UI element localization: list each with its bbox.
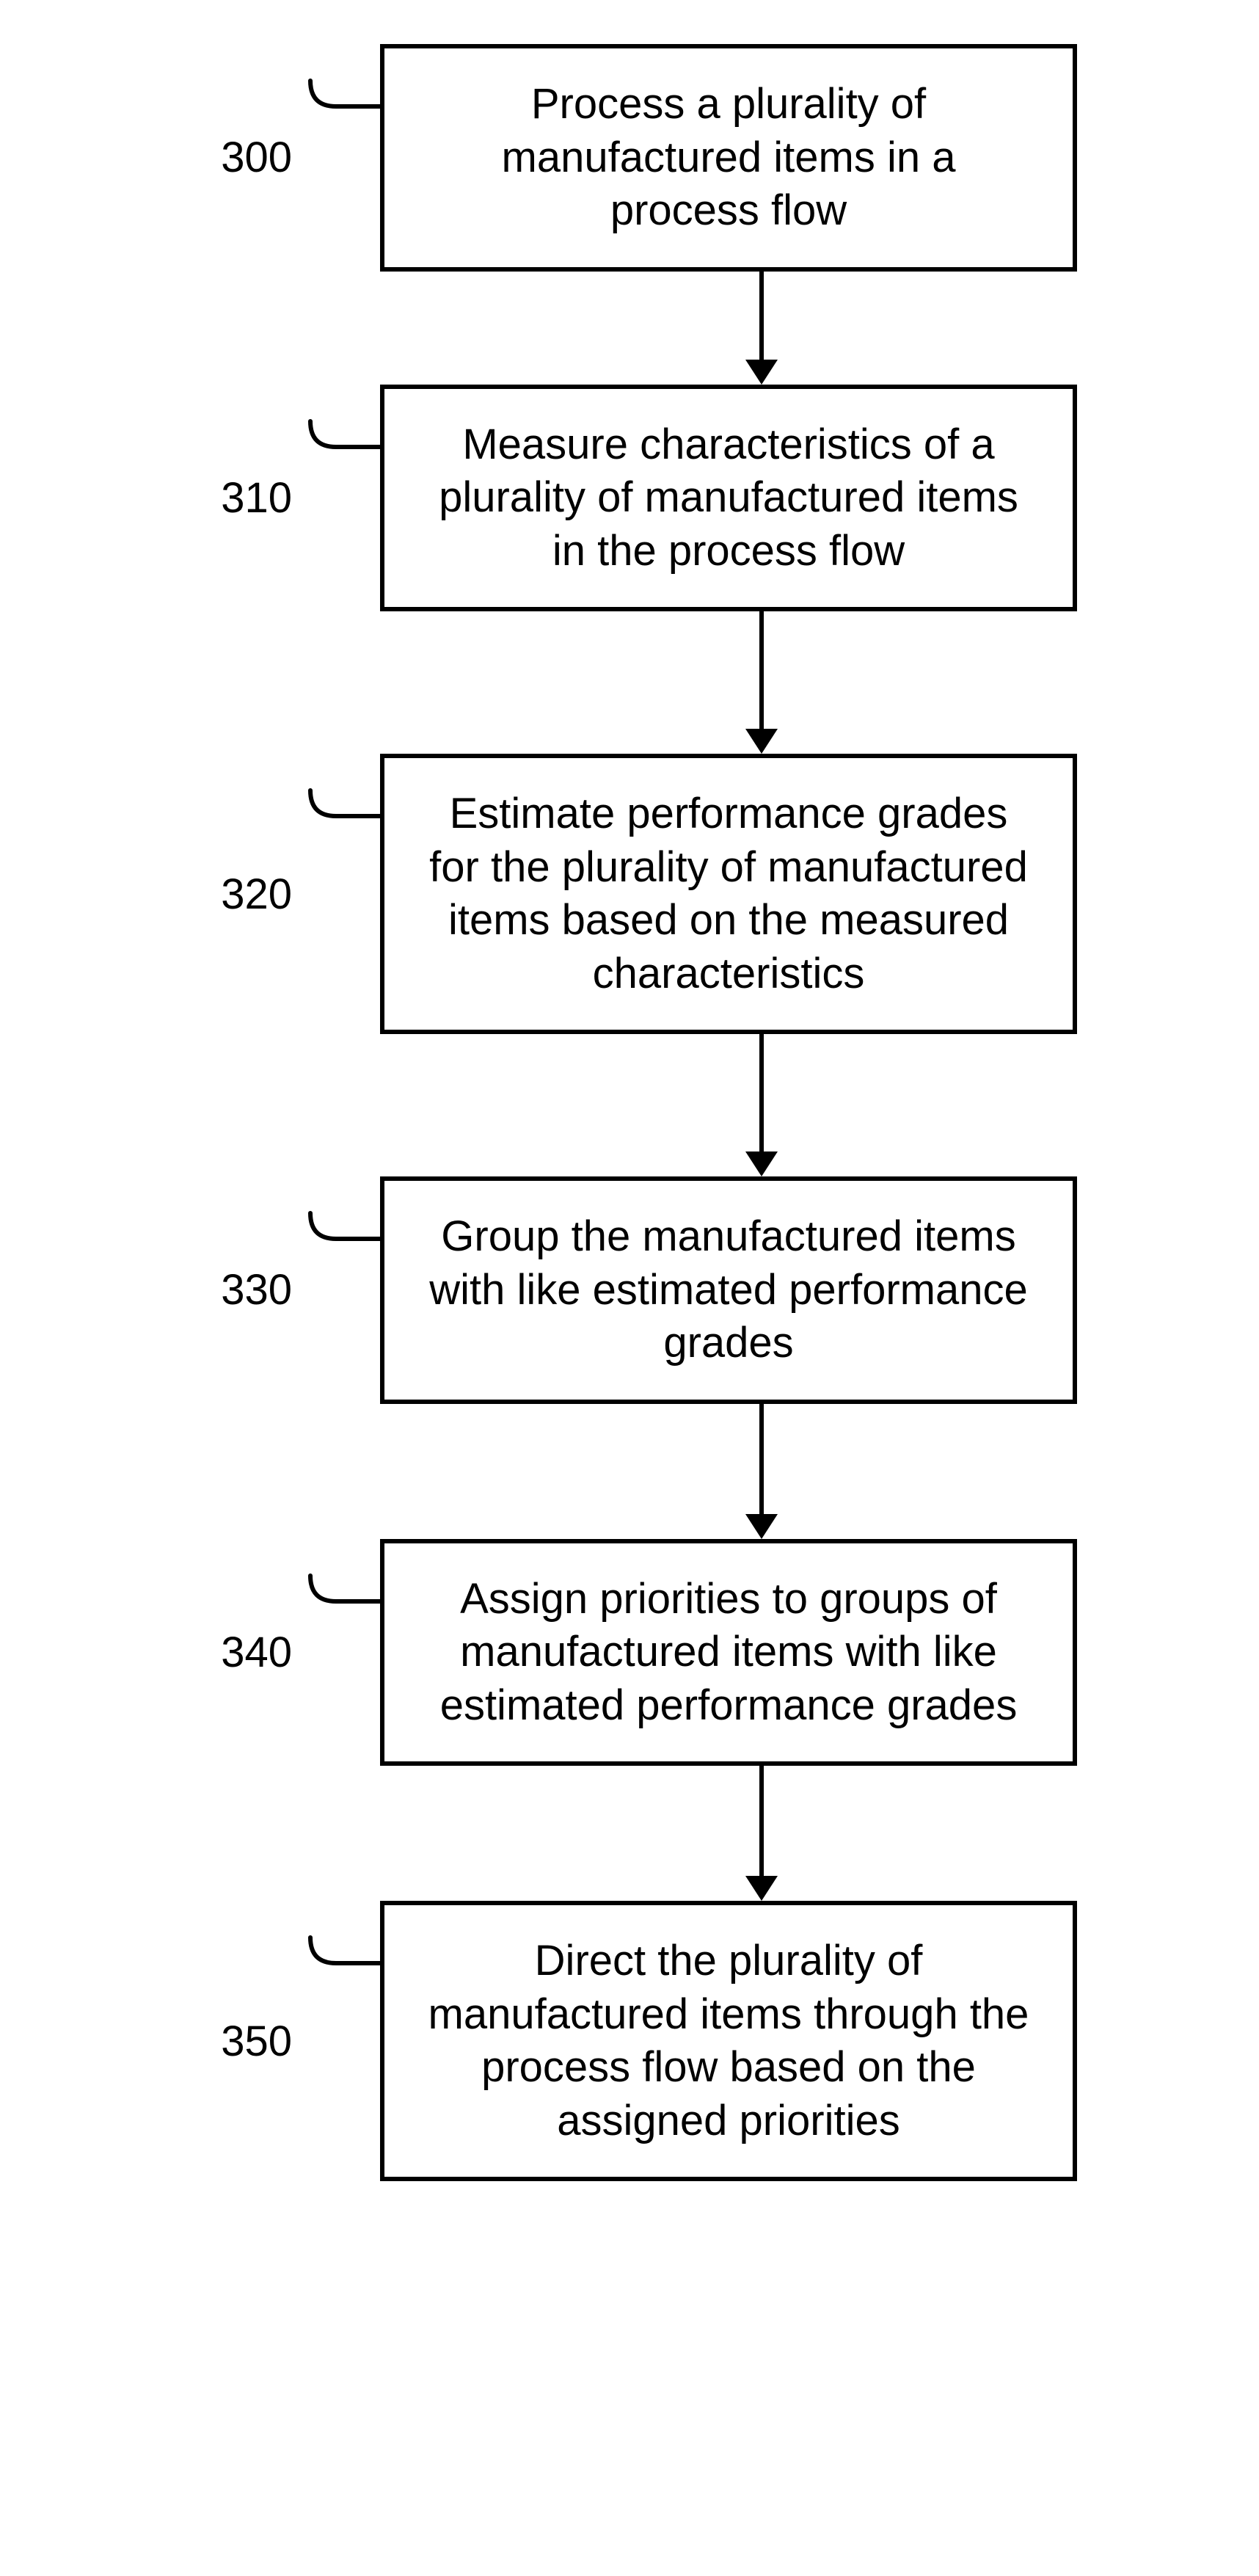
arrow-line [759, 272, 764, 360]
step-box: Direct the plurality of manufactured ite… [380, 1901, 1077, 2181]
step-box: Estimate performance grades for the plur… [380, 754, 1077, 1034]
arrow-down-icon [745, 1766, 778, 1901]
step-label: 300 [116, 133, 307, 182]
step-label: 330 [116, 1265, 307, 1314]
step-row: 350 Direct the plurality of manufactured… [116, 1901, 1143, 2181]
arrow-container [116, 611, 1143, 754]
step-row: 320 Estimate performance grades for the … [116, 754, 1143, 1034]
step-box: Measure characteristics of a plurality o… [380, 385, 1077, 612]
arrow-down-icon [745, 1404, 778, 1539]
arrow-head-icon [745, 1514, 778, 1539]
arrow-line [759, 1034, 764, 1151]
step-row: 340 Assign priorities to groups of manuf… [116, 1539, 1143, 1767]
arrow-line [759, 611, 764, 729]
arrow-container [116, 1404, 1143, 1539]
step-label: 310 [116, 473, 307, 523]
arrow-container [116, 1766, 1143, 1901]
step-box: Process a plurality of manufactured item… [380, 44, 1077, 272]
step-label: 320 [116, 870, 307, 919]
arrow-down-icon [745, 272, 778, 385]
arrow-head-icon [745, 360, 778, 385]
arrow-head-icon [745, 1151, 778, 1176]
step-label: 340 [116, 1628, 307, 1677]
arrow-down-icon [745, 611, 778, 754]
arrow-line [759, 1404, 764, 1514]
step-row: 300 Process a plurality of manufactured … [116, 44, 1143, 272]
arrow-container [116, 272, 1143, 385]
step-label: 350 [116, 2017, 307, 2066]
step-row: 310 Measure characteristics of a plurali… [116, 385, 1143, 612]
flowchart-container: 300 Process a plurality of manufactured … [116, 44, 1143, 2181]
arrow-down-icon [745, 1034, 778, 1176]
arrow-head-icon [745, 1876, 778, 1901]
step-box: Assign priorities to groups of manufactu… [380, 1539, 1077, 1767]
arrow-line [759, 1766, 764, 1876]
step-box: Group the manufactured items with like e… [380, 1176, 1077, 1404]
arrow-container [116, 1034, 1143, 1176]
arrow-head-icon [745, 729, 778, 754]
step-row: 330 Group the manufactured items with li… [116, 1176, 1143, 1404]
